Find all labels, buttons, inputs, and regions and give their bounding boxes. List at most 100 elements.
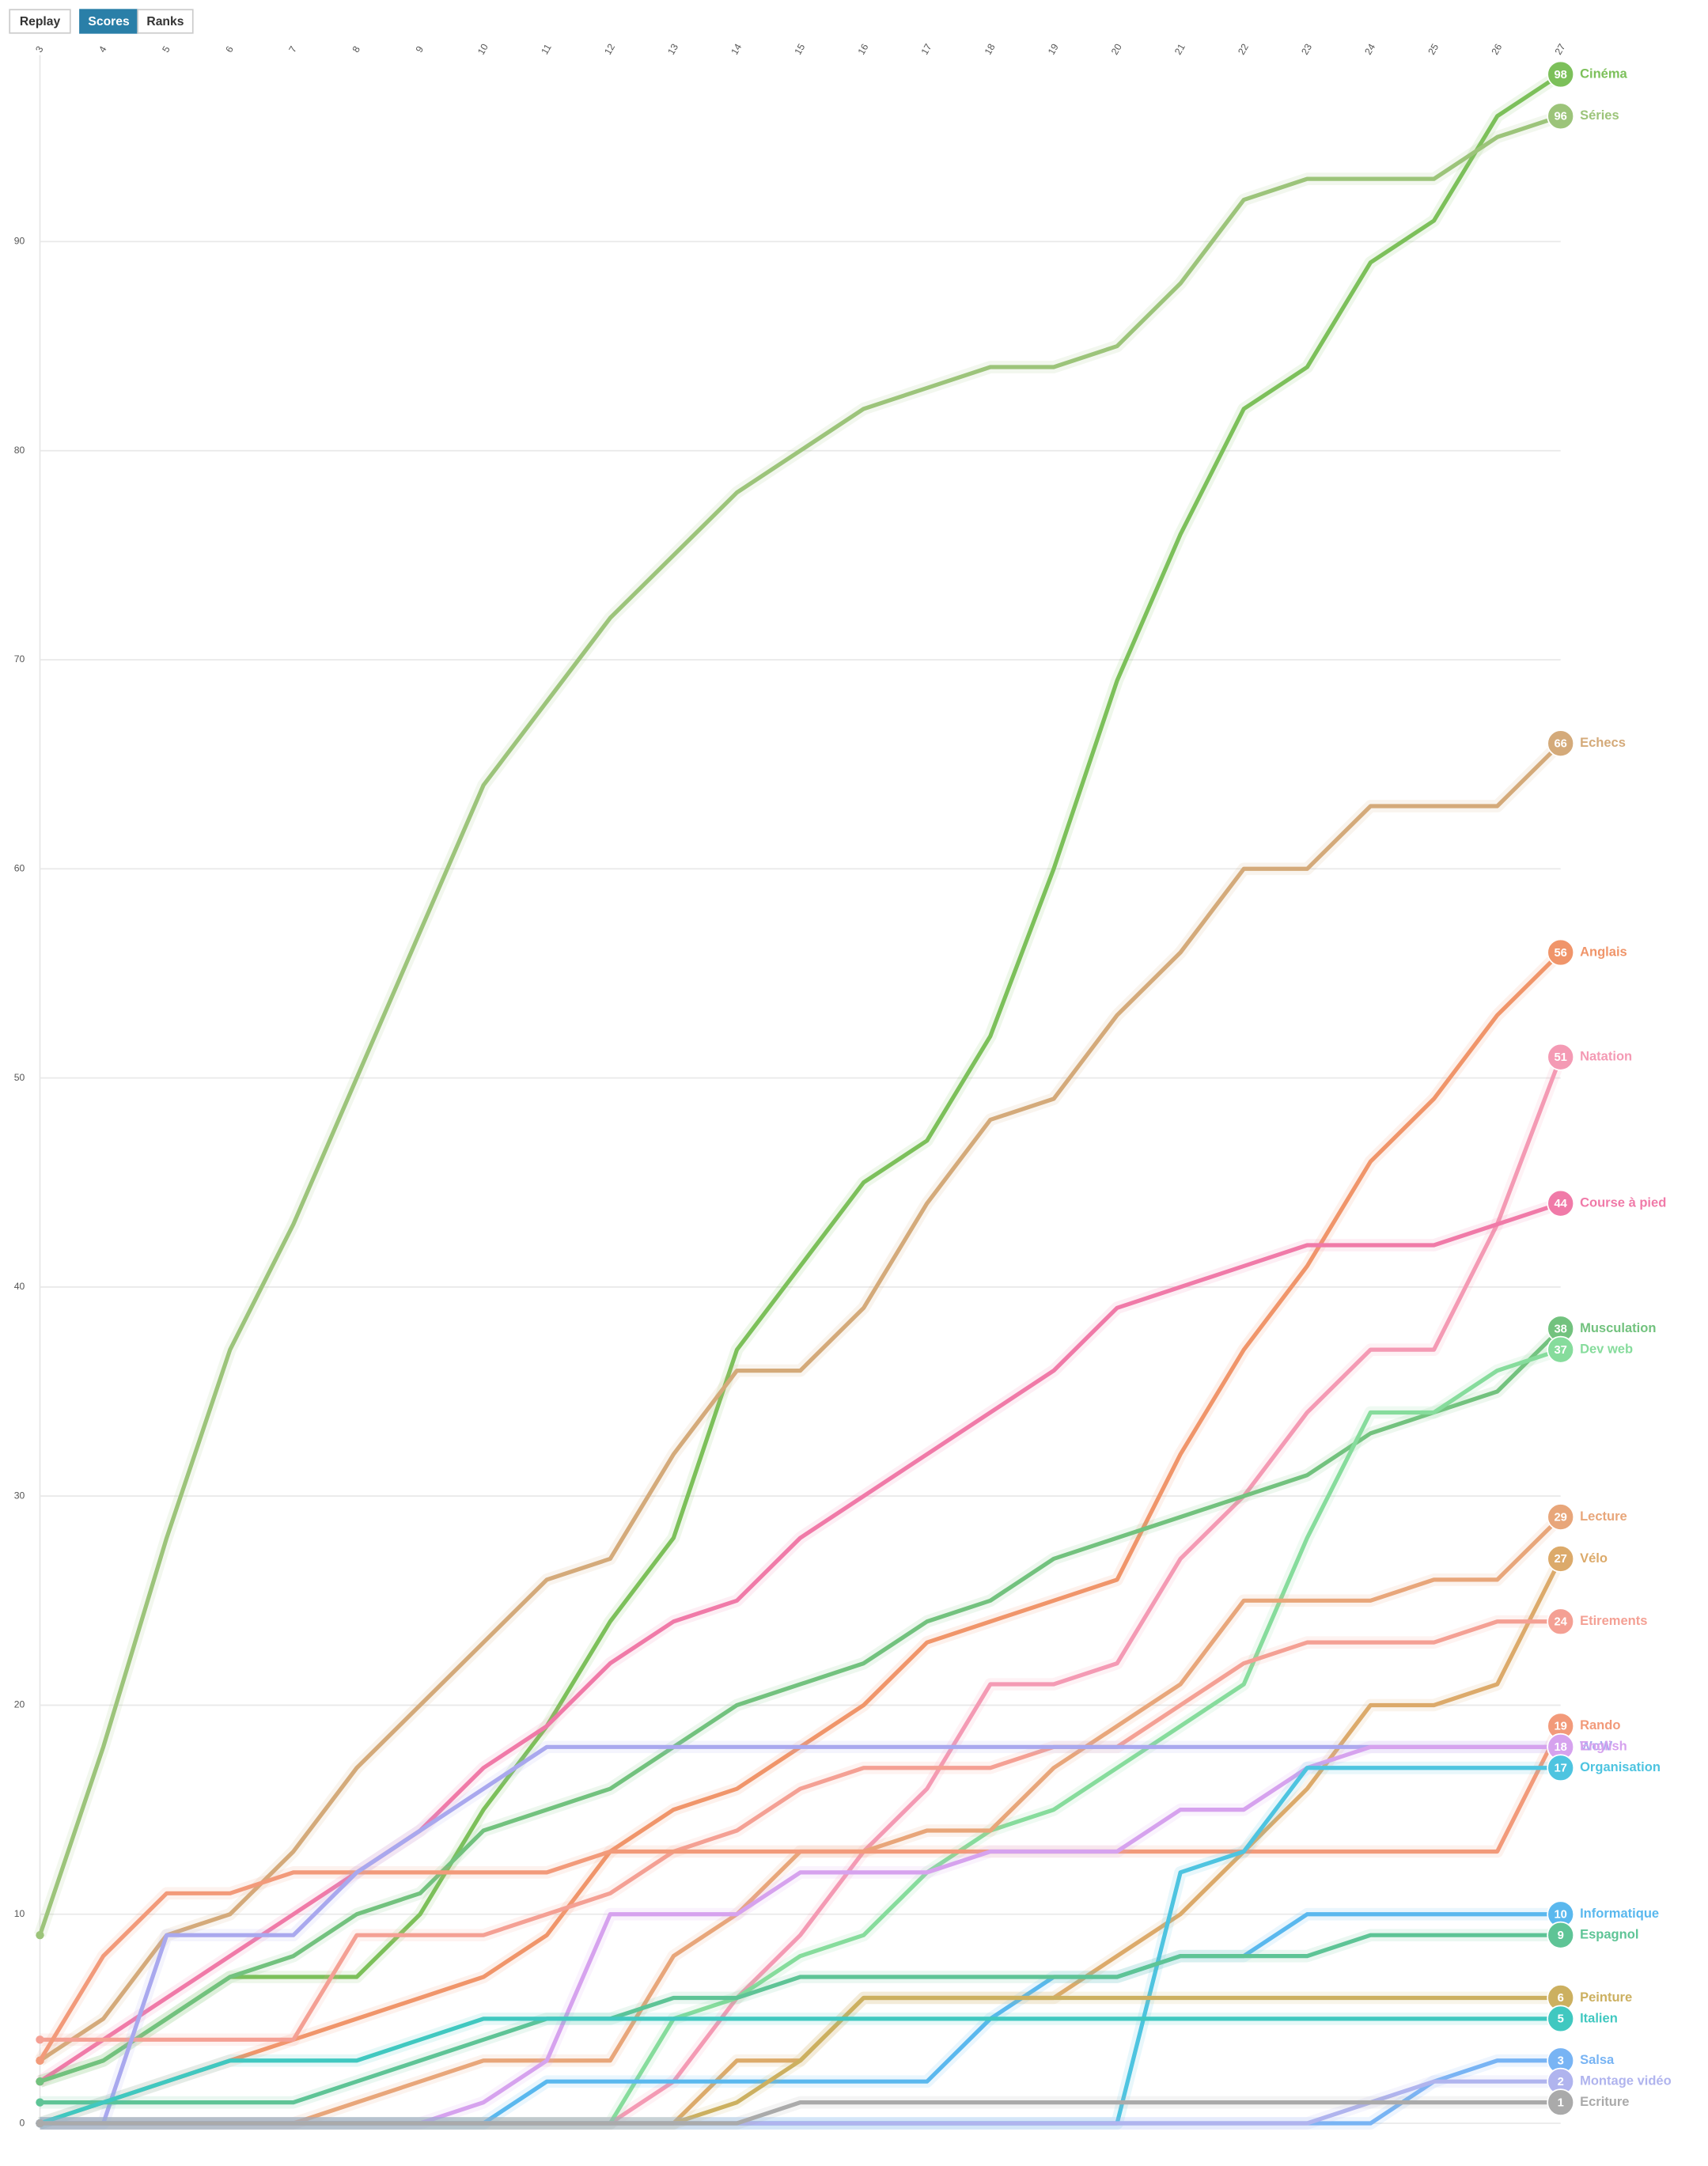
- legend-label: Séries: [1580, 108, 1619, 123]
- scores-button[interactable]: [79, 9, 138, 34]
- x-tick-label: 5: [160, 44, 172, 55]
- x-tick-label: 11: [539, 42, 554, 56]
- end-value: 2: [1558, 2076, 1564, 2088]
- legend-label: Lecture: [1580, 1509, 1627, 1524]
- lines: [34, 69, 1567, 2130]
- legend-label: English: [1580, 1739, 1627, 1754]
- x-tick-label: 6: [223, 44, 236, 55]
- legend-label: Rando: [1580, 1717, 1620, 1732]
- end-marker: [1547, 938, 1575, 967]
- end-marker: [1547, 1921, 1575, 1949]
- end-marker: [1547, 60, 1575, 89]
- x-tick-label: 13: [665, 42, 680, 57]
- legend-label: Espagnol: [1580, 1927, 1638, 1942]
- y-tick-label: 60: [14, 863, 25, 874]
- x-tick-label: 3: [33, 44, 46, 55]
- start-marker: [36, 2119, 44, 2128]
- line-halo: [40, 1513, 1566, 2130]
- legend-label: Montage vidéo: [1580, 2073, 1672, 2088]
- line-halo: [36, 739, 1566, 2066]
- start-marker: [36, 2077, 44, 2086]
- x-tick-label: 20: [1109, 42, 1124, 57]
- legend-label: Natation: [1580, 1049, 1632, 1064]
- legend-label: Organisation: [1580, 1759, 1661, 1774]
- toolbar: Replay Scores Ranks: [9, 9, 194, 34]
- y-tick-label: 40: [14, 1281, 25, 1292]
- ranks-button[interactable]: [137, 9, 194, 34]
- legend-label: Italien: [1580, 2010, 1618, 2025]
- x-tick-label: 16: [856, 42, 871, 57]
- legend-label: Course à pied: [1580, 1195, 1666, 1210]
- end-marker: [1547, 2005, 1575, 2033]
- y-tick-label: 80: [14, 445, 25, 456]
- end-value: 17: [1554, 1763, 1566, 1775]
- end-value: 3: [1558, 2055, 1564, 2068]
- x-tick-label: 7: [286, 44, 299, 55]
- y-tick-label: 20: [14, 1699, 25, 1710]
- y-tick-label: 30: [14, 1490, 25, 1501]
- x-tick-label: 9: [414, 44, 426, 55]
- end-marker: [1547, 1545, 1575, 1573]
- x-tick-label: 12: [602, 42, 617, 57]
- end-marker: [1547, 729, 1575, 758]
- line: [40, 1515, 1562, 2126]
- x-tick-label: 24: [1362, 42, 1377, 57]
- legend-label: Echecs: [1580, 735, 1626, 750]
- x-tick-label: 23: [1299, 42, 1314, 57]
- end-value: 1: [1558, 2096, 1564, 2109]
- line: [39, 741, 1562, 2062]
- legend-label: WoW: [1580, 1739, 1612, 1754]
- start-marker: [36, 2035, 44, 2044]
- end-marker: [1547, 1335, 1575, 1364]
- y-tick-label: 10: [14, 1908, 25, 1919]
- replay-label[interactable]: Replay: [20, 15, 61, 28]
- y-tick-label: 0: [20, 2117, 25, 2128]
- end-value: 18: [1554, 1741, 1566, 1754]
- x-tick-label: 27: [1553, 42, 1568, 57]
- legend-label: Musculation: [1580, 1320, 1656, 1335]
- end-marker: [1547, 1607, 1575, 1636]
- line: [39, 72, 1562, 2084]
- x-tick-label: 18: [983, 42, 998, 57]
- line: [40, 1933, 1561, 2105]
- x-tick-label: 17: [919, 42, 934, 57]
- replay-button[interactable]: [9, 9, 71, 34]
- line: [38, 114, 1562, 1937]
- y-tick-label: 70: [14, 653, 25, 665]
- scores-label[interactable]: Scores: [88, 15, 130, 28]
- line: [38, 1725, 1563, 2062]
- legend-label: Cinéma: [1580, 66, 1627, 81]
- legend-label: Etirements: [1580, 1613, 1647, 1628]
- end-value: 10: [1554, 1909, 1566, 1922]
- end-value: 27: [1554, 1553, 1566, 1566]
- x-tick-label: 8: [350, 44, 363, 55]
- start-marker: [36, 1930, 44, 1940]
- ranks-label[interactable]: Ranks: [146, 15, 184, 28]
- end-marker: [1547, 1754, 1575, 1782]
- end-value: 96: [1554, 111, 1566, 123]
- legend-label: Salsa: [1580, 2052, 1615, 2067]
- end-value: 24: [1554, 1616, 1567, 1629]
- line: [40, 2100, 1561, 2126]
- line: [39, 1201, 1562, 2084]
- legend-label: Ecriture: [1580, 2094, 1629, 2109]
- end-value: 6: [1558, 1992, 1564, 2005]
- end-marker: [1547, 102, 1575, 131]
- end-value: 29: [1554, 1511, 1566, 1524]
- line-halo: [34, 110, 1563, 1937]
- end-value: 5: [1558, 2013, 1564, 2026]
- y-tick-label: 90: [14, 236, 25, 247]
- x-tick-label: 25: [1426, 42, 1441, 57]
- line-halo: [34, 1723, 1566, 2064]
- x-tick-label: 22: [1236, 42, 1251, 57]
- x-tick-label: 4: [97, 44, 109, 55]
- end-marker: [1547, 1503, 1575, 1532]
- end-value: 98: [1554, 69, 1566, 81]
- end-marker: [1547, 1043, 1575, 1071]
- end-value: 38: [1554, 1323, 1566, 1336]
- y-tick-label: 50: [14, 1072, 25, 1083]
- start-marker: [36, 2098, 44, 2107]
- end-value: 37: [1554, 1344, 1566, 1357]
